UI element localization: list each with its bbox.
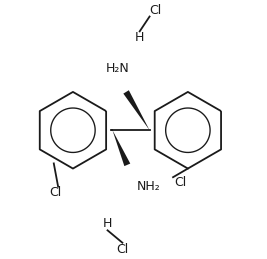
Polygon shape bbox=[123, 90, 150, 130]
Text: Cl: Cl bbox=[174, 176, 187, 189]
Text: Cl: Cl bbox=[150, 4, 162, 17]
Text: Cl: Cl bbox=[116, 243, 128, 256]
Text: H: H bbox=[103, 217, 112, 230]
Text: Cl: Cl bbox=[49, 185, 62, 199]
Polygon shape bbox=[112, 130, 130, 166]
Text: H: H bbox=[135, 31, 144, 44]
Text: H₂N: H₂N bbox=[105, 62, 129, 75]
Text: NH₂: NH₂ bbox=[137, 180, 161, 193]
